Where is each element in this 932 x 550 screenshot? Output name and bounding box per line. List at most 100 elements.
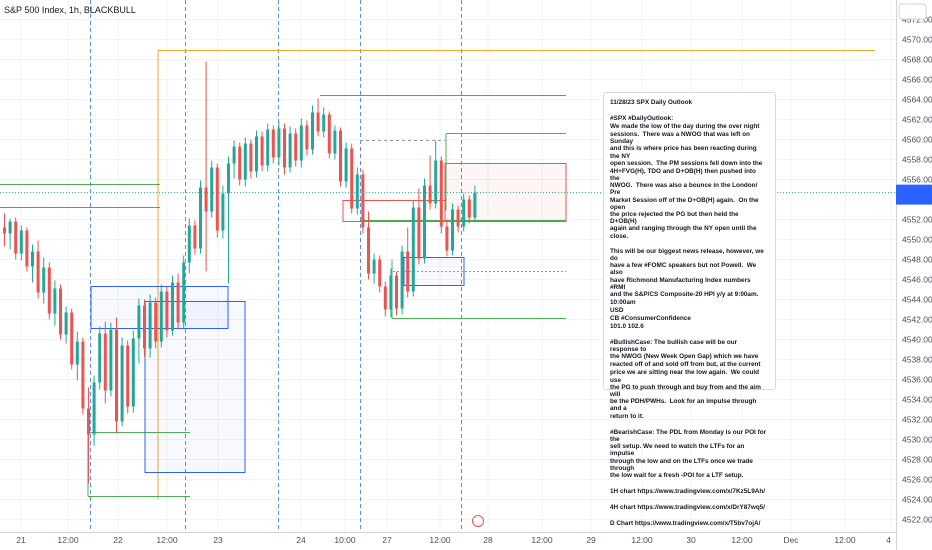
candle-body: [283, 128, 286, 168]
price-tick-label: 4528.00: [902, 455, 932, 465]
candle-body: [316, 112, 320, 132]
candle-body: [400, 251, 404, 309]
candle-body: [199, 187, 202, 249]
price-tick-label: 4542.00: [902, 315, 932, 325]
time-axis[interactable]: 21 12:00 22 12:00 23 24 10:00 27 12:00 28 12:00 29 1…: [0, 532, 896, 546]
candle-body: [14, 221, 18, 254]
note-line: be the PDH/PWHs. Look for an impulse thr…: [610, 398, 759, 413]
price-tick-label: 4550.00: [902, 235, 932, 245]
candle-body: [322, 114, 326, 132]
candle-body: [249, 143, 253, 172]
session-separators: [90, 0, 462, 532]
price-tick-label: 4522.00: [902, 515, 932, 525]
note-line: and the S&P/CS Composite-20 HPI y/y at 9…: [610, 291, 759, 299]
candle-body: [171, 282, 174, 331]
candle-body: [428, 185, 432, 204]
note-line: 4H chart https://www.tradingview.com/x/D…: [610, 503, 766, 511]
candle-body: [36, 251, 40, 293]
note-line: 101.0 102.6: [610, 323, 644, 331]
note-line: again and ranging through the NY open un…: [610, 225, 759, 240]
candle-body: [260, 136, 264, 166]
candle-body: [339, 130, 342, 182]
candle-body: [467, 199, 471, 218]
candle-body: [25, 230, 29, 267]
time-tick-label: 22: [113, 535, 123, 545]
candle-body: [70, 312, 74, 365]
candle-body: [176, 282, 180, 323]
candle-body: [3, 227, 6, 234]
price-tick-label: 4560.00: [902, 135, 932, 145]
candle-body: [417, 207, 421, 259]
time-tick-label: 12:00: [57, 535, 79, 545]
candle-body: [137, 305, 141, 339]
candle-body: [243, 143, 247, 180]
candle-body: [288, 133, 292, 168]
price-tick-label: 4546.00: [902, 275, 932, 285]
price-tick-label: 4524.00: [902, 495, 932, 505]
note-line: sell setup. We need to watch the LTFs fo…: [610, 443, 747, 458]
price-tick-label: 4530.00: [902, 435, 932, 445]
candle-body: [42, 267, 46, 293]
candle-body: [232, 146, 236, 164]
event-marker: [472, 515, 484, 527]
time-tick-label: 12:00: [156, 535, 178, 545]
candle-body: [8, 221, 12, 234]
candle-body: [165, 291, 169, 331]
time-tick-label: 12:00: [731, 535, 753, 545]
price-tick-label: 4548.00: [902, 255, 932, 265]
time-tick-label: 12:00: [429, 535, 451, 545]
time-tick-label: 12:00: [631, 535, 653, 545]
candle-body: [255, 136, 258, 172]
note-line: have a few #FOMC speakers but not Powell…: [610, 262, 758, 277]
candle-body: [221, 193, 225, 231]
time-tick-label: Dec: [783, 535, 799, 545]
note-line: the NWOG (New Week Open Gap) which we ha…: [610, 353, 759, 361]
time-tick-label: 4: [886, 535, 891, 545]
candle-body: [238, 146, 242, 180]
time-tick-label: 21: [16, 535, 26, 545]
note-line: [610, 512, 767, 520]
note-line: We made the low of the day during the ov…: [610, 123, 760, 130]
note-line: CB #ConsumerConfidence: [610, 315, 691, 323]
note-line: [610, 331, 767, 339]
candle-body: [277, 128, 281, 158]
note-line: open session. The PM sessions fell down …: [610, 159, 763, 167]
candle-body: [103, 333, 107, 391]
note-line: 10:00am: [610, 299, 636, 307]
candle-body: [227, 163, 230, 194]
time-tick-label: 23: [213, 535, 223, 545]
price-tick-label: 4538.00: [902, 355, 932, 365]
candle-body: [64, 312, 68, 335]
candle-body: [327, 114, 331, 154]
price-tick-label: 4540.00: [902, 335, 932, 345]
price-tick-label: 4526.00: [902, 475, 932, 485]
time-tick-label: 28: [483, 535, 493, 545]
candle-body: [350, 148, 354, 209]
candle-body: [367, 227, 370, 274]
candle-body: [434, 160, 438, 204]
time-tick-label: 10:00: [334, 535, 356, 545]
note-line: [610, 240, 767, 248]
price-tick-label: 4536.00: [902, 375, 932, 385]
candle-body: [462, 199, 466, 227]
candle-body: [445, 226, 449, 251]
candle-body: [439, 160, 443, 227]
candle-body: [378, 259, 382, 287]
candle-body: [143, 305, 146, 349]
candle-body: [210, 167, 214, 212]
candle-body: [59, 288, 62, 335]
candle-body: [305, 125, 309, 150]
daily-outlook-note[interactable]: 11/28/23 SPX Daily Outlook #SPX #DailyOut…: [603, 92, 776, 527]
candle-body: [456, 209, 460, 227]
price-tick-label: 4568.00: [902, 55, 932, 65]
price-tick-label: 4532.00: [902, 415, 932, 425]
candle-body: [266, 129, 270, 166]
price-tick-label: 4562.00: [902, 115, 932, 125]
price-tick-label: 4556.00: [902, 175, 932, 185]
candle-body: [98, 333, 102, 383]
candle-body: [47, 267, 51, 314]
nwog-zone: [342, 200, 446, 222]
price-axis[interactable]: 4572.004570.004568.004566.004564.004562.…: [896, 0, 932, 550]
note-line: the PG to push through and buy from and …: [610, 383, 763, 399]
